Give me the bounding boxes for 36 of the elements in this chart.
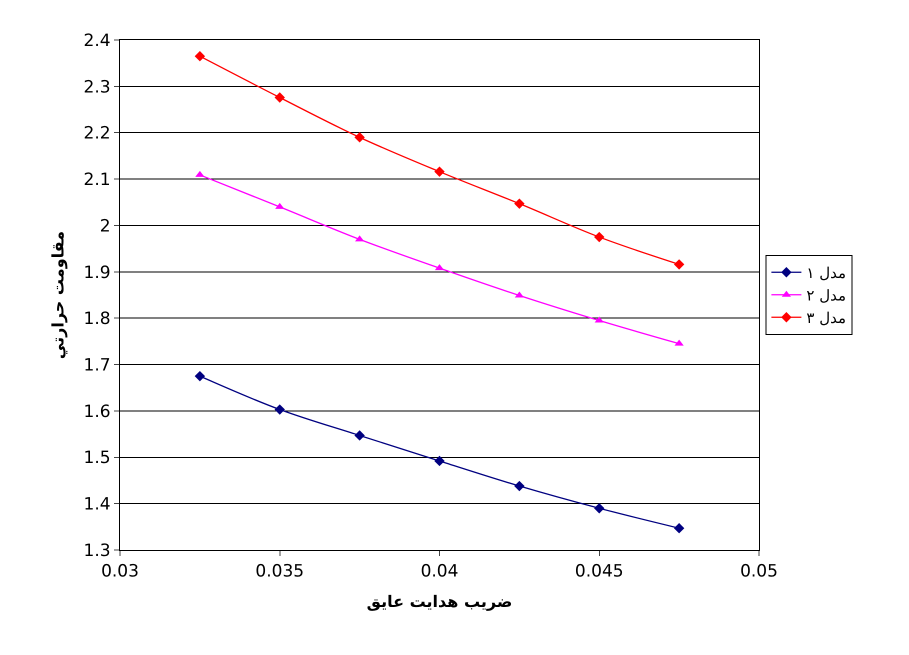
- y-tick-label: 2.1: [84, 170, 111, 190]
- y-tick-label: 1.9: [84, 262, 111, 283]
- point: [674, 523, 684, 534]
- x-tick-label: 0.03: [101, 561, 139, 582]
- legend-label: مدل ٢: [806, 286, 846, 305]
- x-tick-label: 0.035: [255, 561, 304, 582]
- x-axis-title: ضريب هدايت عايق: [366, 592, 512, 612]
- point: [434, 166, 445, 177]
- point: [354, 132, 365, 143]
- x-tick-label: 0.05: [740, 561, 778, 582]
- y-tick-label: 2.4: [84, 30, 111, 51]
- y-tick-label: 2: [100, 216, 111, 236]
- point: [434, 456, 445, 466]
- x-tick-label: 0.04: [420, 561, 458, 582]
- legend-label: مدل ٣: [806, 309, 846, 328]
- point: [274, 92, 285, 103]
- point: [514, 480, 525, 492]
- point: [514, 198, 525, 209]
- y-axis-title: مقاومت حرارتي: [48, 230, 68, 360]
- point: [674, 259, 684, 270]
- point: [594, 232, 604, 242]
- point: [194, 51, 206, 62]
- y-tick-label: 1.6: [84, 402, 111, 422]
- point: [354, 430, 365, 441]
- point: [194, 370, 206, 382]
- point: [594, 503, 604, 514]
- legend-label: مدل ١: [806, 264, 846, 282]
- y-tick-label: 1.8: [84, 309, 111, 330]
- y-tick-label: 1.4: [84, 494, 111, 515]
- y-tick-label: 1.3: [84, 540, 111, 561]
- y-tick-label: 2.3: [84, 77, 111, 98]
- y-tick-label: 1.5: [84, 448, 111, 468]
- point: [274, 404, 285, 415]
- y-tick-label: 2.2: [84, 124, 111, 144]
- y-tick-label: 1.7: [84, 356, 111, 376]
- x-tick-label: 0.045: [574, 561, 624, 582]
